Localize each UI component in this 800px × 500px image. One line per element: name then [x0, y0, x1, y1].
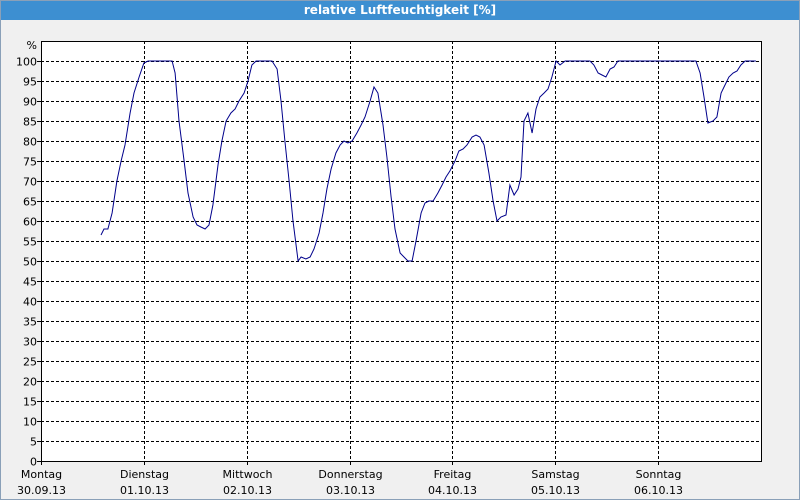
x-tick-sublabel: 01.10.13: [120, 484, 169, 497]
x-tick-label: Montag: [21, 468, 62, 481]
x-tick-label: Samstag: [531, 468, 579, 481]
y-tick-label: 0: [30, 456, 37, 469]
x-tick-label: Dienstag: [120, 468, 169, 481]
y-tick-label: 90: [23, 96, 37, 109]
y-tick-label: 35: [23, 316, 37, 329]
y-tick-label: 65: [23, 196, 37, 209]
x-tick-label: Donnerstag: [318, 468, 382, 481]
x-tick-label: Freitag: [434, 468, 472, 481]
plot-area: [41, 41, 761, 461]
chart-title: relative Luftfeuchtigkeit [%]: [304, 3, 496, 17]
x-tick-sublabel: 05.10.13: [531, 484, 580, 497]
title-bar: [0, 0, 800, 20]
x-tick-sublabel: 30.09.13: [17, 484, 66, 497]
y-tick-label: 15: [23, 396, 37, 409]
y-tick-label: 95: [23, 76, 37, 89]
y-tick-label: 20: [23, 376, 37, 389]
y-tick-label: 75: [23, 156, 37, 169]
x-tick-sublabel: 03.10.13: [326, 484, 375, 497]
x-tick-sublabel: 06.10.13: [634, 484, 683, 497]
y-tick-label: 85: [23, 116, 37, 129]
x-tick-label: Mittwoch: [223, 468, 273, 481]
y-axis-label: %: [27, 39, 37, 52]
y-tick-label: 40: [23, 296, 37, 309]
y-tick-label: 50: [23, 256, 37, 269]
x-tick-sublabel: 02.10.13: [223, 484, 272, 497]
y-tick-label: 100: [16, 56, 37, 69]
y-tick-label: 10: [23, 416, 37, 429]
y-tick-label: 80: [23, 136, 37, 149]
y-tick-label: 55: [23, 236, 37, 249]
y-tick-label: 5: [30, 436, 37, 449]
data-line: [100, 60, 756, 263]
plot-border: [41, 41, 762, 462]
y-tick-label: 25: [23, 356, 37, 369]
x-tick-label: Sonntag: [636, 468, 682, 481]
y-tick-label: 45: [23, 276, 37, 289]
y-tick-label: 70: [23, 176, 37, 189]
x-tick-sublabel: 04.10.13: [428, 484, 477, 497]
y-tick-label: 30: [23, 336, 37, 349]
y-tick-label: 60: [23, 216, 37, 229]
